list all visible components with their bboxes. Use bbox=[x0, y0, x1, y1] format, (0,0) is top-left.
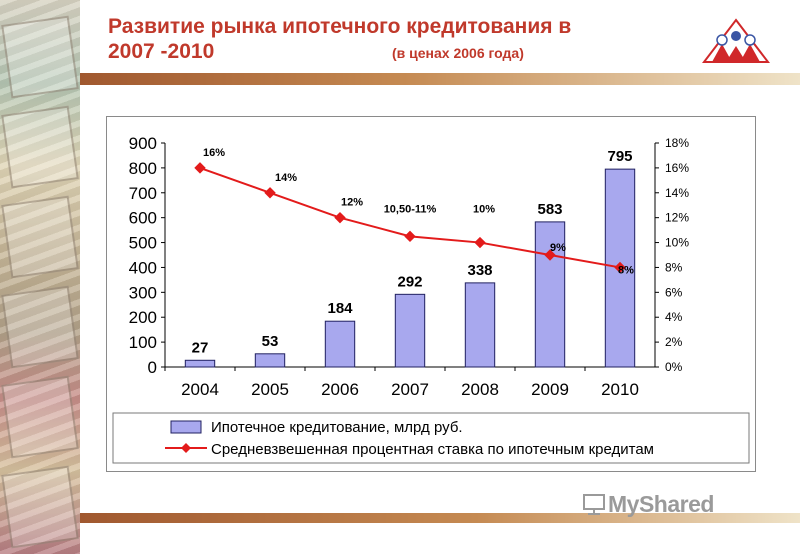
y2-tick-label: 18% bbox=[665, 136, 689, 150]
y-tick-label: 200 bbox=[129, 308, 157, 327]
legend-box bbox=[112, 412, 750, 464]
chart-panel: 0 100 200 300 400 500 600 700 800 900 0% 2% 4% 6% 8% 10… bbox=[106, 116, 756, 472]
y2-tick-label: 0% bbox=[665, 360, 683, 374]
legend-swatch-bar bbox=[170, 420, 202, 434]
rate-value-label: 14% bbox=[275, 172, 297, 184]
x-tick-label: 2009 bbox=[531, 380, 569, 399]
x-tick-label: 2005 bbox=[251, 380, 289, 399]
x-tick-label: 2004 bbox=[181, 380, 219, 399]
y-tick-label: 0 bbox=[148, 358, 157, 377]
banknote-image bbox=[1, 285, 79, 369]
slide-subtitle: (в ценах 2006 года) bbox=[392, 45, 524, 61]
footer-divider-bar bbox=[80, 513, 800, 523]
legend-marker bbox=[181, 443, 191, 453]
x-tick-label: 2010 bbox=[601, 380, 639, 399]
title-line-1: Развитие рынка ипотечного кредитования в bbox=[108, 15, 572, 38]
bar-2006 bbox=[324, 320, 356, 368]
decorative-banknotes-strip bbox=[0, 0, 80, 554]
bar-value-label: 292 bbox=[397, 273, 422, 290]
header-divider-bar bbox=[80, 73, 800, 85]
presentation-board-icon bbox=[583, 494, 605, 515]
y2-tick-label: 16% bbox=[665, 161, 689, 175]
title-line-2: 2007 -2010 bbox=[108, 40, 215, 63]
watermark-text: MyShared bbox=[608, 491, 714, 517]
rate-marker-2008 bbox=[474, 236, 486, 249]
rate-value-label: 8% bbox=[618, 264, 634, 276]
rate-marker-2004 bbox=[194, 162, 206, 174]
y2-tick-label: 4% bbox=[665, 310, 683, 324]
rate-marker-2010 bbox=[614, 261, 626, 274]
bar-value-label: 795 bbox=[607, 148, 632, 165]
bar-value-label: 338 bbox=[467, 262, 492, 279]
x-tick-label: 2007 bbox=[391, 380, 429, 399]
bar-2005 bbox=[254, 353, 286, 368]
banknote-image bbox=[1, 105, 79, 189]
y2-tick-label: 2% bbox=[665, 335, 683, 349]
y2-tick-label: 10% bbox=[665, 236, 689, 250]
y2-tick-label: 12% bbox=[665, 211, 689, 225]
y-tick-label: 900 bbox=[129, 134, 157, 153]
slide-title: Развитие рынка ипотечного кредитования в… bbox=[108, 14, 668, 64]
y-tick-label: 600 bbox=[129, 209, 157, 228]
y2-tick-label: 6% bbox=[665, 285, 683, 299]
bar-2007 bbox=[394, 293, 426, 368]
rate-value-label: 10% bbox=[473, 204, 495, 216]
rate-value-label: 12% bbox=[341, 197, 363, 209]
y2-tick-label: 8% bbox=[665, 260, 683, 274]
y-tick-label: 400 bbox=[129, 258, 157, 277]
bar-2009 bbox=[534, 221, 566, 368]
legend-label-line: Средневзвешенная процентная ставка по ип… bbox=[211, 441, 654, 458]
y-tick-label: 500 bbox=[129, 234, 157, 253]
x-tick-label: 2008 bbox=[461, 380, 499, 399]
banknote-image bbox=[1, 465, 79, 549]
y2-tick-label: 14% bbox=[665, 186, 689, 200]
y-tick-label: 800 bbox=[129, 159, 157, 178]
rate-value-label: 9% bbox=[550, 242, 566, 254]
rate-value-label: 16% bbox=[203, 147, 225, 159]
bar-value-label: 27 bbox=[192, 339, 209, 356]
bar-value-label: 184 bbox=[327, 300, 353, 317]
house-logo-icon bbox=[702, 18, 770, 63]
x-tick-label: 2006 bbox=[321, 380, 359, 399]
rate-marker-2009 bbox=[544, 249, 556, 261]
bar-2008 bbox=[464, 282, 496, 368]
y-tick-label: 100 bbox=[129, 333, 157, 352]
rate-marker-2006 bbox=[334, 211, 346, 224]
banknote-image bbox=[1, 15, 79, 99]
banknote-image bbox=[1, 375, 79, 459]
bar-2004 bbox=[184, 359, 216, 368]
rate-marker-2007 bbox=[404, 230, 416, 243]
y-tick-label: 300 bbox=[129, 283, 157, 302]
combo-chart: 0 100 200 300 400 500 600 700 800 900 0% 2% 4% 6% 8% 10… bbox=[112, 134, 750, 464]
rate-marker-2005 bbox=[264, 187, 276, 199]
banknote-image bbox=[1, 195, 79, 279]
bar-value-label: 53 bbox=[262, 333, 279, 350]
legend-label-bar: Ипотечное кредитование, млрд руб. bbox=[211, 419, 463, 436]
bar-value-label: 583 bbox=[537, 201, 562, 218]
y-tick-label: 700 bbox=[129, 184, 157, 203]
rate-value-label: 10,50-11% bbox=[384, 203, 437, 215]
